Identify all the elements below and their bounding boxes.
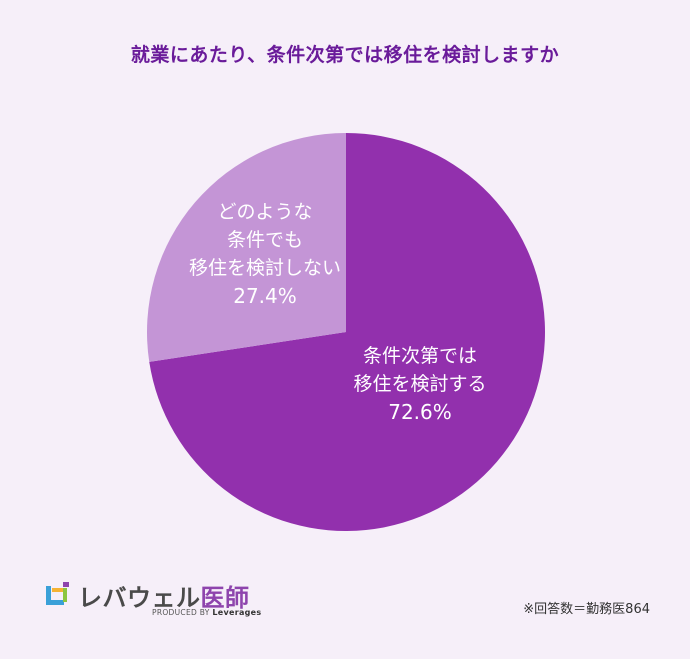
slice-label-not-consider: どのような 条件でも 移住を検討しない 27.4% [165,198,365,310]
chart-title: 就業にあたり、条件次第では移住を検討しますか [130,44,560,66]
brand-logo: レバウェル医師 PRODUCED BY Leverages [44,578,264,618]
slice-value-label: 27.4% [233,284,297,308]
logo-name-main: レバウェル [78,584,201,612]
logo-wordmark: レバウェル医師 [78,578,250,613]
logo-tagline: PRODUCED BY Leverages [152,608,261,617]
pie-slice-not-consider-relocation [147,133,346,362]
slice-label-line: 条件でも [226,229,303,251]
logo-tagline-prefix: PRODUCED BY [152,608,210,617]
slice-value-label: 72.6% [388,400,452,424]
slice-label-line: 条件次第では [362,345,477,367]
slice-label-line: 移住を検討する [353,373,487,395]
footnote-sample-size: ※回答数＝勤務医864 [523,602,650,617]
slice-label-line: 移住を検討しない [188,257,341,279]
pie-slice-consider-relocation [149,133,545,531]
logo-name-accent: 医師 [200,584,250,612]
slice-label-consider: 条件次第では 移住を検討する 72.6% [320,342,520,426]
slice-label-line: どのような [217,201,313,223]
logo-mark-icon [46,582,69,605]
logo-tagline-brand: Leverages [212,608,262,617]
